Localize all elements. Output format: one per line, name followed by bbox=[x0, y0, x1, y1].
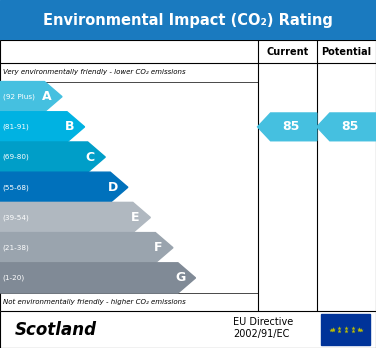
Text: Not environmentally friendly - higher CO₂ emissions: Not environmentally friendly - higher CO… bbox=[3, 299, 186, 305]
Text: G: G bbox=[176, 271, 186, 284]
Polygon shape bbox=[0, 112, 85, 142]
Text: 85: 85 bbox=[282, 120, 300, 133]
Text: E: E bbox=[131, 211, 140, 224]
Text: B: B bbox=[65, 120, 74, 133]
Text: Environmental Impact (CO₂) Rating: Environmental Impact (CO₂) Rating bbox=[43, 13, 333, 27]
Text: D: D bbox=[108, 181, 118, 194]
Polygon shape bbox=[258, 113, 317, 141]
Polygon shape bbox=[0, 172, 128, 203]
Text: Current: Current bbox=[266, 47, 308, 57]
Text: (39-54): (39-54) bbox=[3, 214, 29, 221]
Polygon shape bbox=[317, 113, 376, 141]
Polygon shape bbox=[0, 232, 173, 263]
Polygon shape bbox=[0, 203, 150, 232]
Text: F: F bbox=[154, 241, 162, 254]
Text: C: C bbox=[86, 151, 95, 164]
Text: EU Directive
2002/91/EC: EU Directive 2002/91/EC bbox=[233, 317, 293, 339]
Bar bbox=[321, 314, 370, 345]
Text: Scotland: Scotland bbox=[15, 321, 97, 339]
Polygon shape bbox=[0, 263, 196, 293]
Polygon shape bbox=[0, 142, 105, 172]
Text: (1-20): (1-20) bbox=[3, 275, 25, 281]
Text: Potential: Potential bbox=[321, 47, 371, 57]
Polygon shape bbox=[0, 81, 62, 112]
Text: Very environmentally friendly - lower CO₂ emissions: Very environmentally friendly - lower CO… bbox=[3, 69, 186, 76]
Text: 85: 85 bbox=[342, 120, 359, 133]
Text: (81-91): (81-91) bbox=[3, 124, 29, 130]
Text: (21-38): (21-38) bbox=[3, 244, 29, 251]
Text: (55-68): (55-68) bbox=[3, 184, 29, 190]
Text: (92 Plus): (92 Plus) bbox=[3, 93, 35, 100]
Text: (69-80): (69-80) bbox=[3, 154, 29, 160]
Text: A: A bbox=[42, 90, 52, 103]
